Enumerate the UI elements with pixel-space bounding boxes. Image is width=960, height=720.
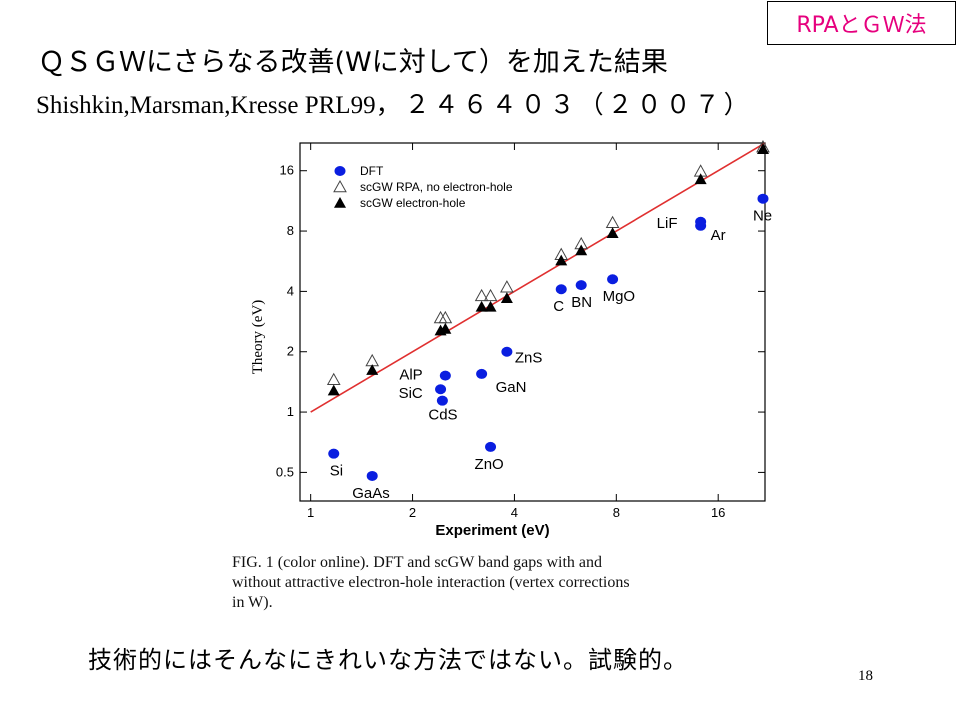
legend-label: scGW RPA, no electron-hole	[360, 180, 513, 194]
band-gap-scatter-chart: 1 2 4 8 16 0.5 1 2 4 8 16 Experiment (eV) Theory (eV…	[250, 140, 772, 539]
data-point	[475, 300, 488, 312]
y-tick-label: 8	[287, 223, 294, 238]
caption-line-1: FIG. 1 (color online). DFT and scGW band…	[232, 554, 603, 571]
band-gap-figure: 1 2 4 8 16 0.5 1 2 4 8 16 Experiment (eV) Theory (eV…	[215, 138, 785, 618]
data-point	[485, 441, 497, 452]
data-point	[575, 244, 588, 256]
point-label: LiF	[657, 215, 678, 232]
point-label: GaN	[496, 379, 527, 396]
footer-comment: 技術的にはそんなにきれいな方法ではない。試験的。	[88, 646, 688, 674]
point-label: MgO	[603, 288, 636, 305]
data-point	[476, 368, 488, 379]
data-point	[326, 372, 341, 386]
x-tick-label: 1	[307, 505, 314, 520]
point-label: Ar	[711, 227, 726, 244]
y-tick-label: 0.5	[276, 464, 294, 479]
legend-label: scGW electron-hole	[360, 196, 466, 210]
y-tick-label: 1	[287, 404, 294, 419]
data-point	[435, 384, 447, 395]
point-label: BN	[571, 294, 592, 311]
page-number: 18	[858, 668, 873, 684]
plot-frame	[299, 142, 766, 502]
diagonal-line	[310, 142, 766, 413]
data-point	[483, 288, 498, 302]
slide-title: ＱＳＧＷにさらなる改善(Wに対して）を加えた結果	[38, 47, 668, 78]
data-point	[366, 470, 378, 481]
data-point	[575, 280, 587, 291]
y-tick-label: 16	[280, 163, 294, 178]
data-point	[607, 274, 619, 285]
y-tick-label: 2	[287, 344, 294, 359]
caption-line-3: in W).	[232, 594, 273, 611]
point-label: GaAs	[352, 485, 390, 502]
data-point	[474, 288, 489, 302]
point-label: Si	[330, 463, 343, 480]
data-point	[438, 310, 453, 324]
data-point	[606, 227, 619, 239]
x-tick-label: 2	[409, 505, 416, 520]
caption-line-2: without attractive electron-hole interac…	[232, 574, 630, 591]
point-label: CdS	[428, 407, 457, 424]
data-point	[756, 143, 769, 154]
data-point	[500, 292, 513, 303]
point-label: Ne	[753, 208, 772, 225]
x-axis-label: Experiment (eV)	[435, 522, 549, 539]
point-label: ZnO	[475, 456, 504, 473]
legend-marker	[334, 197, 346, 208]
data-point	[327, 384, 340, 396]
y-axis-label: Theory (eV)	[250, 300, 266, 375]
data-point	[500, 280, 514, 293]
slide-reference: Shishkin,Marsman,Kresse PRL99，２４６４０３（２００…	[36, 85, 936, 121]
data-point	[501, 346, 513, 357]
legend-marker	[334, 166, 346, 176]
x-tick-label: 8	[613, 505, 620, 520]
legend-marker	[333, 179, 347, 193]
data-point	[366, 364, 379, 375]
data-point	[695, 220, 707, 231]
data-point	[436, 395, 448, 406]
data-point	[555, 254, 568, 266]
data-point	[484, 300, 497, 312]
point-label: AlP	[399, 367, 422, 384]
figure-caption: FIG. 1 (color online). DFT and scGW band…	[232, 553, 792, 613]
data-point	[439, 322, 452, 334]
x-tick-label: 4	[511, 505, 518, 520]
reference-authors: Shishkin,Marsman,Kresse PRL99	[36, 92, 376, 119]
data-point	[694, 173, 707, 185]
x-tick-label: 16	[711, 505, 725, 520]
data-point	[605, 215, 620, 229]
reference-citation: ，２４６４０３（２００７）	[375, 90, 753, 119]
point-label: C	[553, 298, 564, 315]
point-label: ZnS	[515, 350, 543, 367]
section-tag: RPAとＧＷ法	[767, 1, 956, 45]
data-point	[328, 448, 340, 459]
data-point	[555, 284, 567, 295]
point-label: SiC	[399, 385, 423, 402]
y-tick-label: 4	[287, 283, 294, 298]
data-point	[439, 370, 451, 381]
data-point	[757, 193, 769, 204]
legend-label: DFT	[360, 164, 384, 178]
